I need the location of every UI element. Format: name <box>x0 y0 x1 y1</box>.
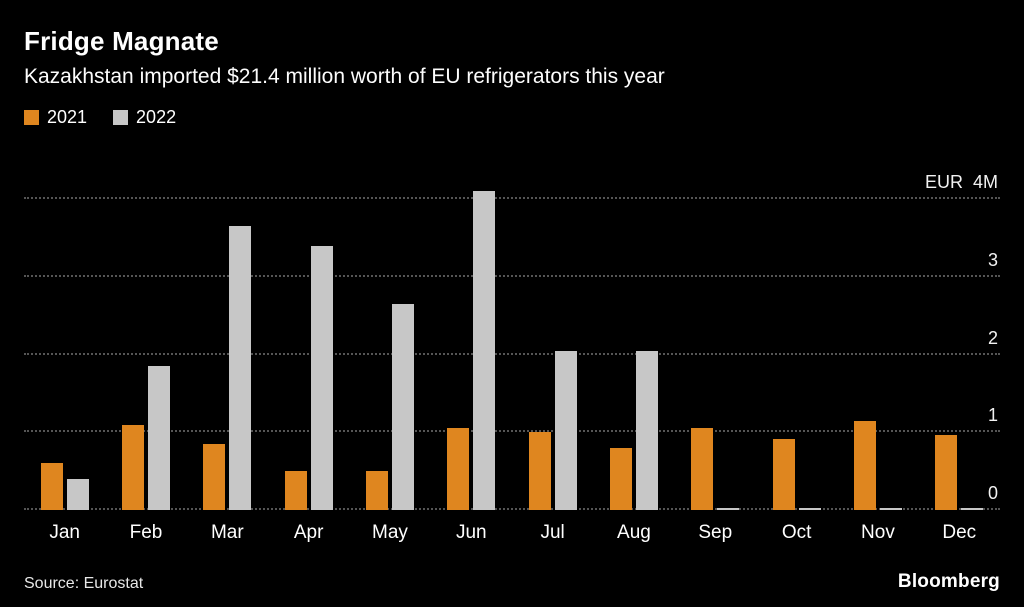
bar-2022-feb <box>147 366 170 510</box>
chart-area: EUR 4M 3 2 1 0 <box>24 172 1000 510</box>
x-label-mar: Mar <box>210 522 244 543</box>
legend: 2021 2022 <box>24 107 1000 128</box>
gridline-0: 0 <box>24 483 1000 510</box>
y-tick-label-1: 1 <box>987 405 998 426</box>
bar-2022-aug <box>635 350 658 510</box>
y-tick-label-0: 0 <box>987 483 998 503</box>
bar-2021-oct <box>772 438 795 510</box>
bar-group-aug <box>609 172 658 510</box>
bar-group-nov <box>853 172 902 510</box>
x-label-aug: Aug <box>617 522 651 543</box>
x-axis: Jan Feb Mar Apr May Jun Jul Aug Sep Oct Nov Dec <box>24 522 1000 544</box>
bar-group-apr <box>284 172 333 510</box>
x-label-feb: Feb <box>129 522 163 543</box>
bars-layer <box>24 172 1000 510</box>
x-label-jun: Jun <box>455 522 487 543</box>
bar-2021-sep <box>691 428 714 510</box>
bar-2021-nov <box>853 420 876 510</box>
bar-2022-apr <box>310 245 333 510</box>
x-label-oct: Oct <box>781 522 812 543</box>
x-label-jan: Jan <box>49 522 80 543</box>
legend-swatch-2021-icon <box>24 110 39 125</box>
bar-2021-jun <box>447 428 470 510</box>
chart-title: Fridge Magnate <box>24 26 219 56</box>
bar-2021-apr <box>284 471 307 510</box>
x-label-nov: Nov <box>861 522 895 543</box>
bar-group-jan <box>40 172 89 510</box>
bar-2022-jul <box>554 350 577 510</box>
bar-2022-jun <box>473 191 496 510</box>
bar-group-mar <box>203 172 252 510</box>
bar-group-may <box>365 172 414 510</box>
plot-area: EUR 4M 3 2 1 0 <box>24 172 1000 510</box>
y-tick-label-3: 3 <box>987 249 998 270</box>
x-label-dec: Dec <box>942 522 977 543</box>
bar-2021-jan <box>40 463 63 510</box>
bar-2021-mar <box>203 443 226 510</box>
bar-2022-oct <box>798 508 821 510</box>
bar-2021-feb <box>121 424 144 510</box>
x-label-may: May <box>372 522 408 543</box>
bar-2021-may <box>365 471 388 510</box>
bar-2021-aug <box>609 447 632 510</box>
footer: Source: Eurostat Bloomberg <box>24 571 1000 593</box>
legend-item-2022: 2022 <box>113 107 176 128</box>
bar-group-oct <box>772 172 821 510</box>
bloomberg-logo: Bloomberg <box>897 571 1000 592</box>
bar-group-feb <box>121 172 170 510</box>
bar-group-dec <box>935 172 984 510</box>
bar-2022-nov <box>879 508 902 510</box>
bar-group-jun <box>447 172 496 510</box>
bar-2022-mar <box>229 226 252 510</box>
bar-2021-dec <box>935 434 958 510</box>
legend-label-2022: 2022 <box>136 107 177 127</box>
y-tick-label-2: 2 <box>987 327 998 348</box>
chart-subtitle: Kazakhstan imported $21.4 million worth … <box>24 65 665 88</box>
gridline-4: EUR 4M <box>24 172 1000 200</box>
bar-2022-dec <box>961 507 984 510</box>
x-label-sep: Sep <box>698 522 733 543</box>
bar-2022-jan <box>66 478 89 510</box>
gridline-3: 3 <box>24 250 1000 277</box>
bar-2021-jul <box>528 432 551 510</box>
x-label-apr: Apr <box>293 522 324 543</box>
legend-item-2021: 2021 <box>24 107 87 128</box>
gridline-1: 1 <box>24 405 1000 433</box>
legend-swatch-2022-icon <box>113 110 129 125</box>
bar-group-jul <box>528 172 577 510</box>
bar-group-sep <box>691 172 740 510</box>
legend-label-2021: 2021 <box>47 107 88 127</box>
bar-2022-may <box>391 304 414 510</box>
x-label-jul: Jul <box>540 522 565 543</box>
y-tick-label-4: EUR 4M <box>924 172 998 193</box>
source-text: Source: Eurostat <box>24 575 144 592</box>
bar-2022-sep <box>717 507 740 510</box>
gridline-2: 2 <box>24 328 1000 355</box>
